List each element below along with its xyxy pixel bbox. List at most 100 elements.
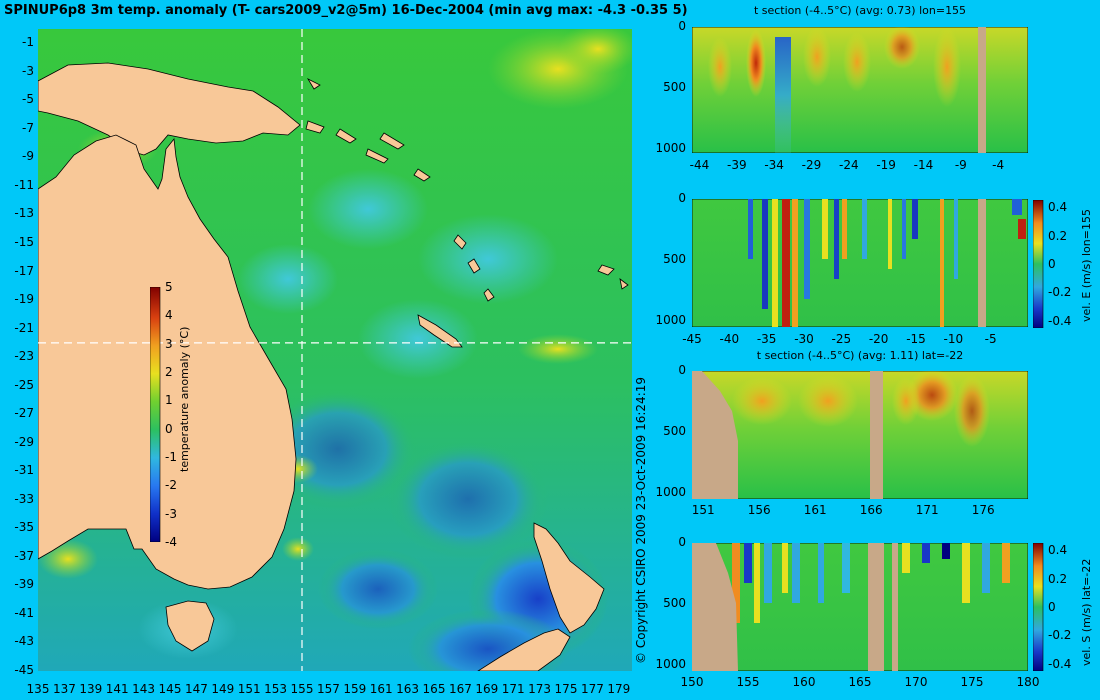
page-title: SPINUP6p8 3m temp. anomaly (T- cars2009_… bbox=[4, 3, 688, 18]
section-y-tick: 500 bbox=[663, 423, 686, 438]
map-colorbar-tick: 2 bbox=[165, 365, 173, 379]
section-x-tick: 175 bbox=[960, 675, 984, 689]
section-x-tick: 156 bbox=[747, 503, 771, 517]
t-section-lon155-title: t section (-4..5°C) (avg: 0.73) lon=155 bbox=[753, 4, 967, 17]
copyright-text: © Copyright CSIRO 2009 23-Oct-2009 16:24… bbox=[634, 376, 648, 664]
t-section-lon155-plot[interactable] bbox=[692, 27, 1028, 153]
section-x-tick: -24 bbox=[838, 158, 859, 172]
vel-colorbar-tick: 0.4 bbox=[1048, 543, 1068, 558]
section-y-tick: 0 bbox=[678, 363, 686, 377]
map-x-tick: 141 bbox=[105, 682, 129, 696]
map-y-tick: -9 bbox=[22, 149, 34, 164]
section-x-tick: -29 bbox=[801, 158, 822, 172]
map-y-tick: -13 bbox=[14, 206, 34, 221]
section-x-tick: 155 bbox=[736, 675, 760, 689]
map-y-tick: -35 bbox=[14, 520, 34, 535]
section-x-tick: -25 bbox=[831, 332, 852, 346]
vel-colorbar-tick: -0.4 bbox=[1048, 656, 1072, 671]
section-x-tick: -10 bbox=[943, 332, 964, 346]
map-y-tick: -37 bbox=[14, 548, 34, 563]
map-x-tick: 145 bbox=[158, 682, 182, 696]
section-y-tick: 500 bbox=[663, 251, 686, 266]
section-x-tick: -20 bbox=[868, 332, 889, 346]
map-colorbar-tick: 1 bbox=[165, 393, 173, 408]
section-y-tick: 1000 bbox=[655, 140, 686, 155]
section-x-tick: -9 bbox=[954, 158, 967, 172]
map-x-tick: 177 bbox=[580, 682, 604, 696]
map-y-tick: -25 bbox=[14, 377, 34, 392]
map-colorbar-tick: 5 bbox=[165, 280, 173, 294]
section-x-tick: 180 bbox=[1016, 675, 1040, 689]
map-y-tick: -3 bbox=[22, 63, 34, 78]
section-x-tick: 151 bbox=[691, 503, 715, 517]
section-x-tick: -44 bbox=[689, 158, 710, 172]
section-x-tick: 165 bbox=[848, 675, 872, 689]
map-x-tick: 147 bbox=[184, 682, 208, 696]
map-y-tick: -15 bbox=[14, 235, 34, 249]
vel-colorbar-tick: -0.2 bbox=[1048, 628, 1072, 643]
section-y-tick: 0 bbox=[678, 191, 686, 205]
section-x-tick: 150 bbox=[680, 675, 704, 689]
map-x-tick: 159 bbox=[343, 682, 367, 696]
vel-s-colorbar bbox=[1033, 543, 1044, 671]
vel-e-colorbar-label: vel. E (m/s) lon=155 bbox=[1080, 209, 1093, 322]
vel-colorbar-tick: -0.2 bbox=[1048, 285, 1072, 300]
vel-colorbar-tick: 0 bbox=[1048, 257, 1056, 271]
section-x-tick: 171 bbox=[915, 503, 939, 517]
map-x-tick: 139 bbox=[79, 682, 103, 696]
vel-colorbar-tick: 0.2 bbox=[1048, 228, 1068, 243]
map-colorbar-tick: 4 bbox=[165, 308, 173, 323]
section-x-tick: 166 bbox=[859, 503, 883, 517]
section-x-tick: 176 bbox=[971, 503, 995, 517]
section-y-tick: 1000 bbox=[655, 312, 686, 327]
vel-colorbar-tick: 0.2 bbox=[1048, 571, 1068, 586]
map-y-tick: -21 bbox=[14, 320, 34, 335]
map-y-tick: -1 bbox=[22, 35, 34, 50]
map-x-tick: 137 bbox=[52, 682, 76, 696]
map-colorbar-tick: -2 bbox=[165, 478, 177, 493]
map-colorbar-tick: -4 bbox=[165, 535, 177, 549]
section-x-tick: -40 bbox=[719, 332, 740, 346]
map-y-tick: -31 bbox=[14, 463, 34, 478]
land bbox=[38, 62, 629, 671]
vel-s-section-lat-22-plot[interactable] bbox=[692, 543, 1028, 671]
map-x-tick: 169 bbox=[475, 682, 499, 696]
tasmania bbox=[165, 600, 215, 652]
map-y-tick: -43 bbox=[14, 634, 34, 649]
new-caledonia bbox=[417, 314, 463, 348]
map-x-tick: 175 bbox=[554, 682, 578, 696]
map-x-tick: 179 bbox=[607, 682, 631, 696]
australia bbox=[38, 134, 297, 590]
section-y-tick: 0 bbox=[678, 19, 686, 33]
section-x-tick: -34 bbox=[764, 158, 784, 172]
nz-north-island bbox=[533, 522, 605, 634]
map-x-tick: 173 bbox=[528, 682, 552, 696]
section-x-tick: -5 bbox=[984, 332, 997, 346]
section-x-tick: -35 bbox=[756, 332, 777, 346]
map-y-tick: -33 bbox=[14, 491, 34, 506]
map-colorbar-tick: 3 bbox=[165, 336, 173, 351]
main-map-colorbar bbox=[150, 287, 161, 542]
map-x-tick: 143 bbox=[132, 682, 156, 696]
map-x-tick: 157 bbox=[316, 682, 340, 696]
map-y-tick: -11 bbox=[14, 177, 34, 192]
t-section-lat-22-plot[interactable] bbox=[692, 371, 1028, 499]
nz-south-island bbox=[477, 628, 571, 671]
section-y-tick: 1000 bbox=[655, 656, 686, 671]
main-map-plot[interactable] bbox=[38, 29, 632, 671]
vel-colorbar-tick: 0 bbox=[1048, 600, 1056, 614]
map-y-tick: -39 bbox=[14, 577, 34, 592]
map-y-tick: -45 bbox=[14, 663, 34, 677]
t-section-lat-22-title: t section (-4..5°C) (avg: 1.11) lat=-22 bbox=[756, 349, 964, 362]
anomaly-texture bbox=[38, 29, 632, 671]
map-colorbar-tick: 0 bbox=[165, 421, 173, 436]
vel-colorbar-tick: 0.4 bbox=[1048, 200, 1068, 215]
vel-e-section-lon155-plot[interactable] bbox=[692, 199, 1028, 327]
vel-s-colorbar-label: vel. S (m/s) lat=-22 bbox=[1080, 558, 1093, 666]
main-map-colorbar-label: temperature anomaly (°C) bbox=[178, 326, 191, 472]
section-y-tick: 500 bbox=[663, 79, 686, 94]
vel-e-colorbar bbox=[1033, 200, 1044, 328]
map-y-tick: -41 bbox=[14, 605, 34, 620]
map-colorbar-tick: -3 bbox=[165, 506, 177, 521]
map-x-tick: 165 bbox=[422, 682, 446, 696]
